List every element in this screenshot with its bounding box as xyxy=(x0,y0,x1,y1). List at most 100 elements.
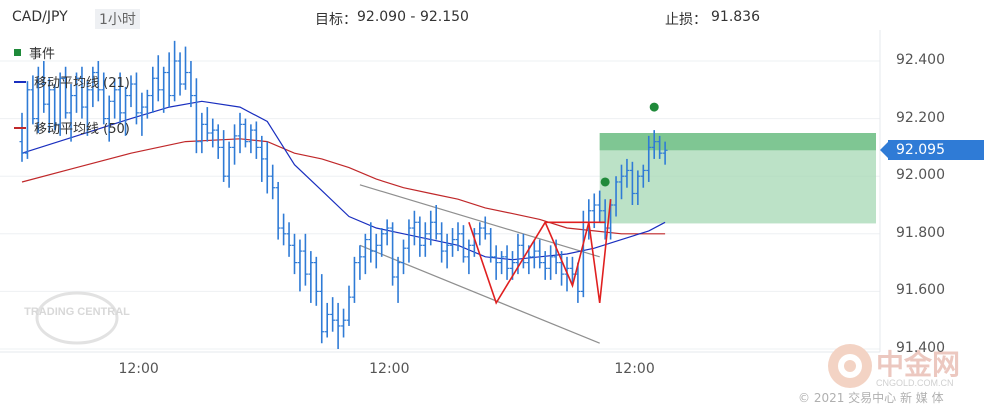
trading-central-watermark: TRADING CENTRAL xyxy=(24,291,130,345)
ohlc-bar xyxy=(313,256,319,306)
ohlc-bar xyxy=(537,239,543,269)
x-tick-label: 12:00 xyxy=(118,361,159,377)
legend-item-ma50: 移动平均线 (50) xyxy=(14,118,130,137)
ohlc-bar xyxy=(629,161,635,205)
ohlc-bar xyxy=(183,46,188,90)
ohlc-bar xyxy=(215,124,221,159)
ohlc-bar xyxy=(123,86,129,136)
x-tick-label: 12:00 xyxy=(614,361,655,377)
y-tick-label: 92.400 xyxy=(896,52,945,68)
timeframe-label[interactable]: 1小时 xyxy=(95,9,140,29)
ohlc-bar xyxy=(401,239,406,275)
ohlc-bar xyxy=(46,78,52,133)
ohlc-bar xyxy=(640,164,646,188)
ohlc-bar xyxy=(569,256,575,286)
event-square-icon xyxy=(14,49,21,56)
ohlc-bar xyxy=(264,141,270,194)
ohlc-bar xyxy=(335,302,341,349)
ma50-line-icon xyxy=(14,126,26,129)
ohlc-bar xyxy=(444,233,450,269)
ohlc-bar xyxy=(657,135,663,159)
ohlc-bar xyxy=(41,61,47,113)
ohlc-bar xyxy=(128,75,134,108)
ohlc-bar xyxy=(504,245,510,280)
ohlc-bar xyxy=(488,228,494,263)
ohlc-bar xyxy=(57,72,63,136)
pattern-line xyxy=(468,199,612,305)
ohlc-bar xyxy=(357,245,363,280)
ohlc-bar xyxy=(373,233,379,269)
ohlc-bar xyxy=(319,274,325,344)
ohlc-bar xyxy=(580,210,586,298)
ohlc-bar xyxy=(460,225,466,263)
ohlc-bar xyxy=(482,216,488,240)
ohlc-bar xyxy=(232,124,238,165)
ohlc-bar xyxy=(139,92,145,136)
ohlc-bar xyxy=(428,210,434,246)
ohlc-bar xyxy=(221,130,227,182)
ohlc-bar xyxy=(493,245,499,280)
legend-label: 事件 xyxy=(29,47,56,62)
event-marker xyxy=(649,102,659,112)
legend-label: 移动平均线 (21) xyxy=(34,76,130,91)
ohlc-bar xyxy=(74,72,79,113)
ohlc-bar xyxy=(406,219,412,263)
ohlc-bar xyxy=(210,118,216,148)
ohlc-bar xyxy=(188,61,194,108)
ohlc-bar xyxy=(330,297,336,332)
ohlc-bar xyxy=(450,228,456,257)
ohlc-bar xyxy=(662,141,668,165)
ohlc-bar xyxy=(351,256,357,303)
target-label: 目标： xyxy=(315,12,357,28)
ohlc-bar xyxy=(368,222,374,263)
ohlc-bar xyxy=(144,89,150,119)
trading-central-logo-text: TRADING CENTRAL xyxy=(24,306,130,318)
ohlc-bar xyxy=(341,308,347,338)
ohlc-bar xyxy=(161,66,167,113)
cngold-watermark: 中金网 CNGOLD.COM.CN © 2021 交易中心 新 媒 体 xyxy=(798,344,960,405)
ohlc-bar xyxy=(24,81,30,159)
ohlc-bar xyxy=(302,233,308,286)
ohlc-bar xyxy=(362,233,368,275)
ohlc-bar xyxy=(542,251,548,280)
x-tick-label: 12:00 xyxy=(369,361,410,377)
ohlc-bar xyxy=(417,216,423,257)
ohlc-bar xyxy=(237,112,243,154)
ohlc-bar xyxy=(297,239,303,292)
ohlc-bar xyxy=(324,302,330,338)
ohlc-bar xyxy=(613,176,619,217)
ohlc-bar xyxy=(624,158,630,188)
ohlc-bar xyxy=(19,112,25,162)
ohlc-bar xyxy=(30,75,36,125)
ohlc-bar xyxy=(308,251,314,303)
ohlc-bar xyxy=(52,84,58,131)
ohlc-bar xyxy=(193,78,199,154)
ohlc-bar xyxy=(106,95,112,142)
ohlc-bar xyxy=(84,81,90,136)
ohlc-bar xyxy=(422,222,428,257)
ohlc-bar xyxy=(259,135,265,182)
ohlc-bar xyxy=(112,78,118,119)
ohlc-bar xyxy=(531,239,537,269)
legend-item-ma21: 移动平均线 (21) xyxy=(14,72,130,91)
ohlc-bar xyxy=(651,130,657,159)
ohlc-bar xyxy=(281,213,287,246)
ohlc-bar xyxy=(439,222,445,263)
ma21-line-icon xyxy=(14,80,26,83)
cngold-brand: 中金网 xyxy=(876,348,960,381)
ohlc-bar xyxy=(646,135,652,182)
copyright-text: © 2021 交易中心 新 媒 体 xyxy=(798,390,944,405)
ohlc-bar xyxy=(553,239,559,275)
target-band xyxy=(599,133,876,151)
legend-item-events: 事件 xyxy=(14,43,55,62)
ohlc-bar xyxy=(95,61,101,102)
channel-line xyxy=(359,184,600,258)
stop-value: 91.836 xyxy=(711,9,760,25)
ohlc-bar xyxy=(635,170,641,205)
y-tick-label: 92.200 xyxy=(896,109,945,126)
ohlc-bar xyxy=(390,222,396,286)
ohlc-bar xyxy=(466,239,472,275)
ohlc-bar xyxy=(133,72,139,125)
ohlc-bar xyxy=(150,66,156,113)
ohlc-bar xyxy=(520,233,526,269)
